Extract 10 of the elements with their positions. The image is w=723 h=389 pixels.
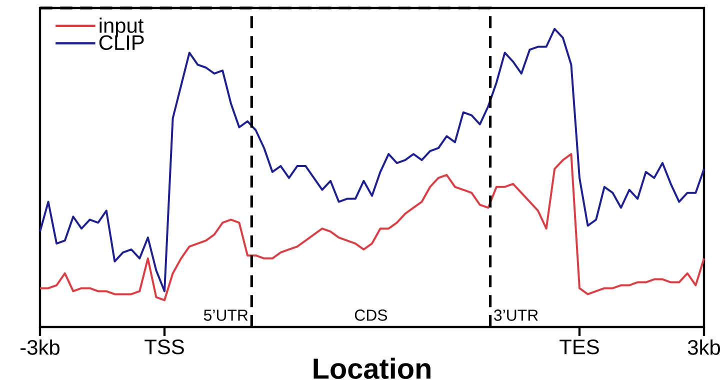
x-tick-label: TES — [560, 339, 599, 354]
annotation: 5’UTR — [204, 310, 248, 321]
x-tick-label: -3kb — [20, 339, 60, 355]
x-tick-label: 3kb — [688, 339, 720, 355]
annotation: 3’UTR — [494, 310, 538, 321]
annotation: CDS — [354, 310, 388, 321]
legend-label: CLIP — [99, 35, 144, 50]
legend-label: input — [100, 18, 144, 38]
x-axis-title: Location — [314, 358, 430, 379]
x-tick-label: TSS — [144, 339, 184, 354]
